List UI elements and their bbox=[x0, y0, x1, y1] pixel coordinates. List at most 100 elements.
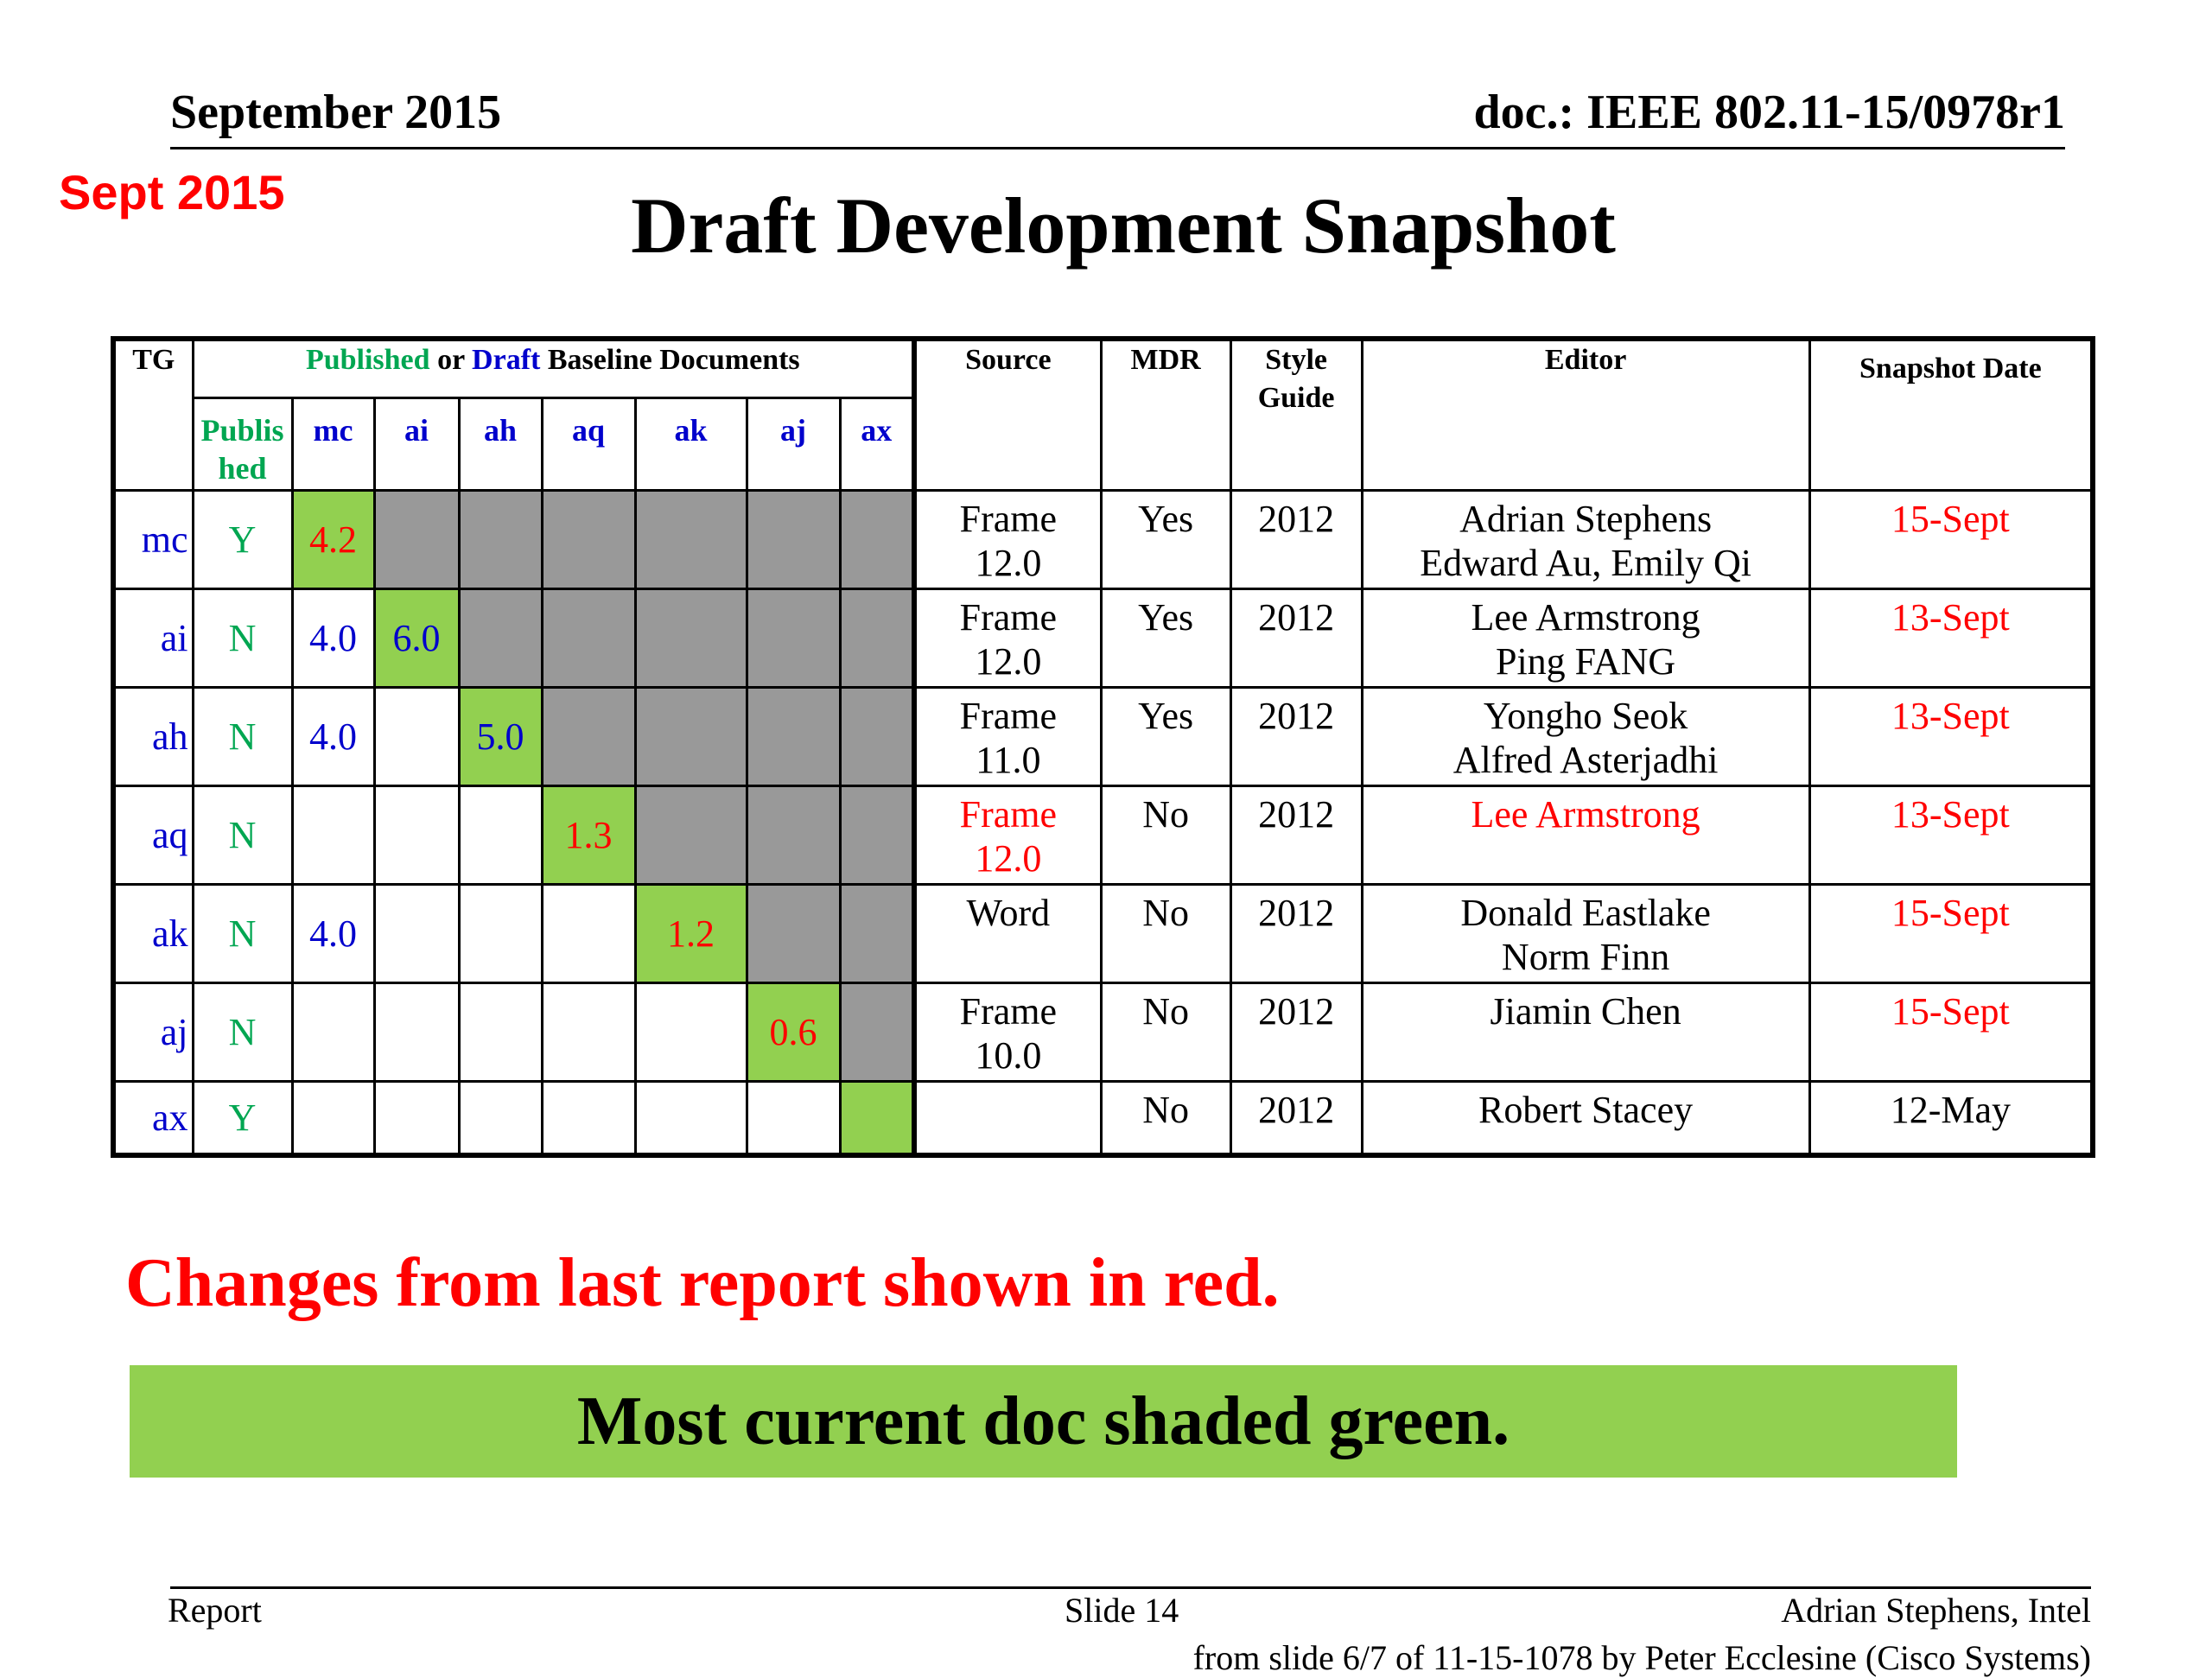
published-cell: N bbox=[191, 587, 294, 689]
mdr-cell: Yes bbox=[1099, 488, 1232, 590]
baseline-cell bbox=[372, 685, 461, 787]
baseline-cell: 1.2 bbox=[633, 882, 748, 984]
mdr-cell: No bbox=[1099, 981, 1232, 1083]
table-row: aq N 1.3 Frame 12.0 No 2012 Lee Armstrong 13-Sep… bbox=[111, 784, 2094, 886]
baseline-cell bbox=[372, 882, 461, 984]
table-row: ai N 4.0 6.0 Frame 12.0 Yes 2012 Lee Armstrong Pi… bbox=[111, 587, 2094, 689]
baseline-rest-label: Baseline Documents bbox=[540, 344, 800, 376]
shaded-note: Most current doc shaded green. bbox=[576, 1383, 1510, 1459]
footer-source: from slide 6/7 of 11-15-1078 by Peter Ec… bbox=[1192, 1638, 2091, 1677]
baseline-cell bbox=[372, 1079, 461, 1157]
baseline-cell: 6.0 bbox=[372, 587, 461, 689]
baseline-cell bbox=[838, 488, 916, 590]
style-guide-cell: 2012 bbox=[1229, 981, 1363, 1083]
baseline-column-aq: aq bbox=[540, 396, 637, 492]
style-guide-cell: 2012 bbox=[1229, 784, 1363, 886]
editor-line: Edward Au, Emily Qi bbox=[1420, 541, 1751, 584]
baseline-cell bbox=[457, 981, 543, 1083]
editor-cell: Yongho Seok Alfred Asterjadhi bbox=[1360, 685, 1811, 787]
baseline-cell bbox=[745, 882, 842, 984]
source-line: 12.0 bbox=[975, 541, 1042, 584]
published-cell: N bbox=[191, 981, 294, 1083]
mdr-cell: No bbox=[1099, 1079, 1232, 1157]
style-guide-cell: 2012 bbox=[1229, 587, 1363, 689]
snapshot-table: TG Published or Draft Baseline Documents… bbox=[111, 336, 2096, 1158]
snapshot-date-cell: 15-Sept bbox=[1808, 981, 2094, 1083]
source-cell: Frame 11.0 bbox=[912, 685, 1103, 787]
changes-note: Changes from last report shown in red. bbox=[125, 1245, 1280, 1321]
source-cell bbox=[912, 1079, 1103, 1157]
editor-line: Lee Armstrong bbox=[1471, 792, 1700, 836]
editor-line: Lee Armstrong bbox=[1471, 595, 1700, 639]
published-cell: N bbox=[191, 784, 294, 886]
baseline-header: Published or Draft Baseline Documents bbox=[191, 337, 916, 399]
baseline-column-ah: ah bbox=[457, 396, 543, 492]
baseline-cell bbox=[633, 587, 748, 689]
header-doc-id: doc.: IEEE 802.11-15/0978r1 bbox=[1473, 86, 2065, 139]
slide-number: Slide 14 bbox=[1065, 1591, 1179, 1630]
mdr-cell: No bbox=[1099, 882, 1232, 984]
source-cell: Frame 12.0 bbox=[912, 488, 1103, 590]
baseline-cell bbox=[457, 587, 543, 689]
baseline-cell bbox=[838, 1079, 916, 1157]
published-cell: N bbox=[191, 882, 294, 984]
baseline-cell bbox=[745, 784, 842, 886]
tg-cell: ah bbox=[111, 685, 194, 787]
date-stamp: Sept 2015 bbox=[59, 165, 285, 219]
style-guide-cell: 2012 bbox=[1229, 1079, 1363, 1157]
baseline-cell bbox=[838, 685, 916, 787]
baseline-cell: 0.6 bbox=[745, 981, 842, 1083]
source-line: Frame bbox=[959, 694, 1058, 737]
baseline-cell bbox=[540, 981, 637, 1083]
baseline-cell: 4.0 bbox=[290, 685, 376, 787]
baseline-cell bbox=[745, 685, 842, 787]
editor-cell: Jiamin Chen bbox=[1360, 981, 1811, 1083]
tg-cell: ai bbox=[111, 587, 194, 689]
baseline-cell bbox=[457, 1079, 543, 1157]
editor-header: Editor bbox=[1360, 337, 1811, 492]
baseline-cell bbox=[838, 784, 916, 886]
baseline-cell bbox=[745, 488, 842, 590]
footer-author: Adrian Stephens, Intel bbox=[1781, 1591, 2091, 1630]
baseline-cell bbox=[457, 882, 543, 984]
style-guide-cell: 2012 bbox=[1229, 488, 1363, 590]
mdr-cell: Yes bbox=[1099, 685, 1232, 787]
source-line: Frame bbox=[959, 989, 1058, 1033]
published-cell: N bbox=[191, 685, 294, 787]
tg-cell: ax bbox=[111, 1079, 194, 1157]
source-header: Source bbox=[912, 337, 1103, 492]
table-row: ah N 4.0 5.0 Frame 11.0 Yes 2012 Yongho Seok Alfr… bbox=[111, 685, 2094, 787]
snapshot-date-cell: 13-Sept bbox=[1808, 784, 2094, 886]
source-line: Frame bbox=[959, 595, 1058, 639]
published-cell: Y bbox=[191, 488, 294, 590]
baseline-cell bbox=[290, 784, 376, 886]
baseline-published-label: Published bbox=[305, 344, 430, 376]
tg-cell: mc bbox=[111, 488, 194, 590]
baseline-or-label: or bbox=[429, 344, 473, 376]
header-date: September 2015 bbox=[170, 86, 502, 139]
published-subheader: Published bbox=[191, 396, 294, 492]
baseline-cell bbox=[290, 981, 376, 1083]
mdr-header: MDR bbox=[1099, 337, 1232, 492]
snapshot-date-cell: 13-Sept bbox=[1808, 587, 2094, 689]
baseline-column-mc: mc bbox=[290, 396, 376, 492]
baseline-cell bbox=[838, 882, 916, 984]
baseline-draft-label: Draft bbox=[472, 344, 541, 376]
source-line: Word bbox=[966, 891, 1051, 934]
source-cell: Frame 10.0 bbox=[912, 981, 1103, 1083]
published-cell: Y bbox=[191, 1079, 294, 1157]
baseline-column-ai: ai bbox=[372, 396, 461, 492]
baseline-cell bbox=[745, 587, 842, 689]
style-guide-header: Style Guide bbox=[1229, 337, 1363, 492]
table-row: aj N 0.6 Frame 10.0 No 2012 Jiamin Chen 15-Sept bbox=[111, 981, 2094, 1083]
editor-cell: Adrian Stephens Edward Au, Emily Qi bbox=[1360, 488, 1811, 590]
baseline-column-ax: ax bbox=[838, 396, 916, 492]
snapshot-date-cell: 13-Sept bbox=[1808, 685, 2094, 787]
editor-line: Adrian Stephens bbox=[1459, 497, 1713, 540]
source-cell: Frame 12.0 bbox=[912, 587, 1103, 689]
baseline-cell bbox=[457, 488, 543, 590]
editor-line: Jiamin Chen bbox=[1490, 989, 1681, 1033]
editor-line: Ping FANG bbox=[1495, 639, 1676, 683]
baseline-cell: 4.2 bbox=[290, 488, 376, 590]
editor-cell: Lee Armstrong bbox=[1360, 784, 1811, 886]
